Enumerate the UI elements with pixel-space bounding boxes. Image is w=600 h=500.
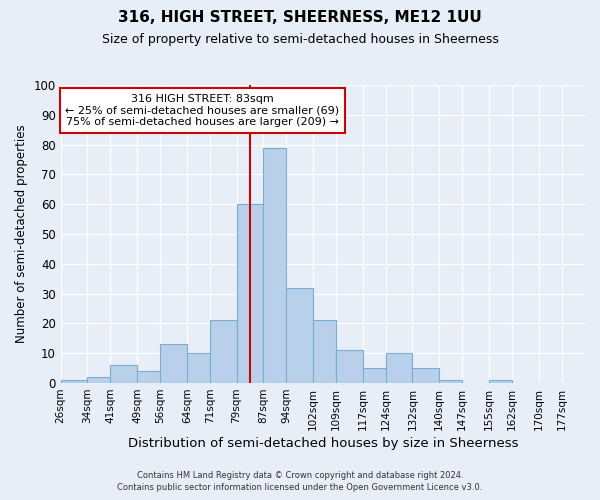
Bar (160, 344, 187, 383)
Bar (386, 354, 412, 383)
Y-axis label: Number of semi-detached properties: Number of semi-detached properties (15, 124, 28, 344)
Bar (412, 368, 439, 383)
Bar (236, 204, 263, 383)
Text: Contains HM Land Registry data © Crown copyright and database right 2024.
Contai: Contains HM Land Registry data © Crown c… (118, 471, 482, 492)
Bar (362, 368, 386, 383)
Bar (336, 350, 362, 383)
Text: 316, HIGH STREET, SHEERNESS, ME12 1UU: 316, HIGH STREET, SHEERNESS, ME12 1UU (118, 10, 482, 25)
Bar (61, 380, 87, 383)
Bar (286, 288, 313, 383)
Bar (439, 380, 462, 383)
Text: 316 HIGH STREET: 83sqm
← 25% of semi-detached houses are smaller (69)
75% of sem: 316 HIGH STREET: 83sqm ← 25% of semi-det… (65, 94, 339, 127)
Bar (87, 377, 110, 383)
Bar (313, 320, 336, 383)
Bar (489, 380, 512, 383)
Bar (187, 354, 210, 383)
X-axis label: Distribution of semi-detached houses by size in Sheerness: Distribution of semi-detached houses by … (128, 437, 518, 450)
Text: Size of property relative to semi-detached houses in Sheerness: Size of property relative to semi-detach… (101, 32, 499, 46)
Bar (263, 148, 286, 383)
Bar (210, 320, 236, 383)
Bar (110, 365, 137, 383)
Bar (137, 371, 160, 383)
